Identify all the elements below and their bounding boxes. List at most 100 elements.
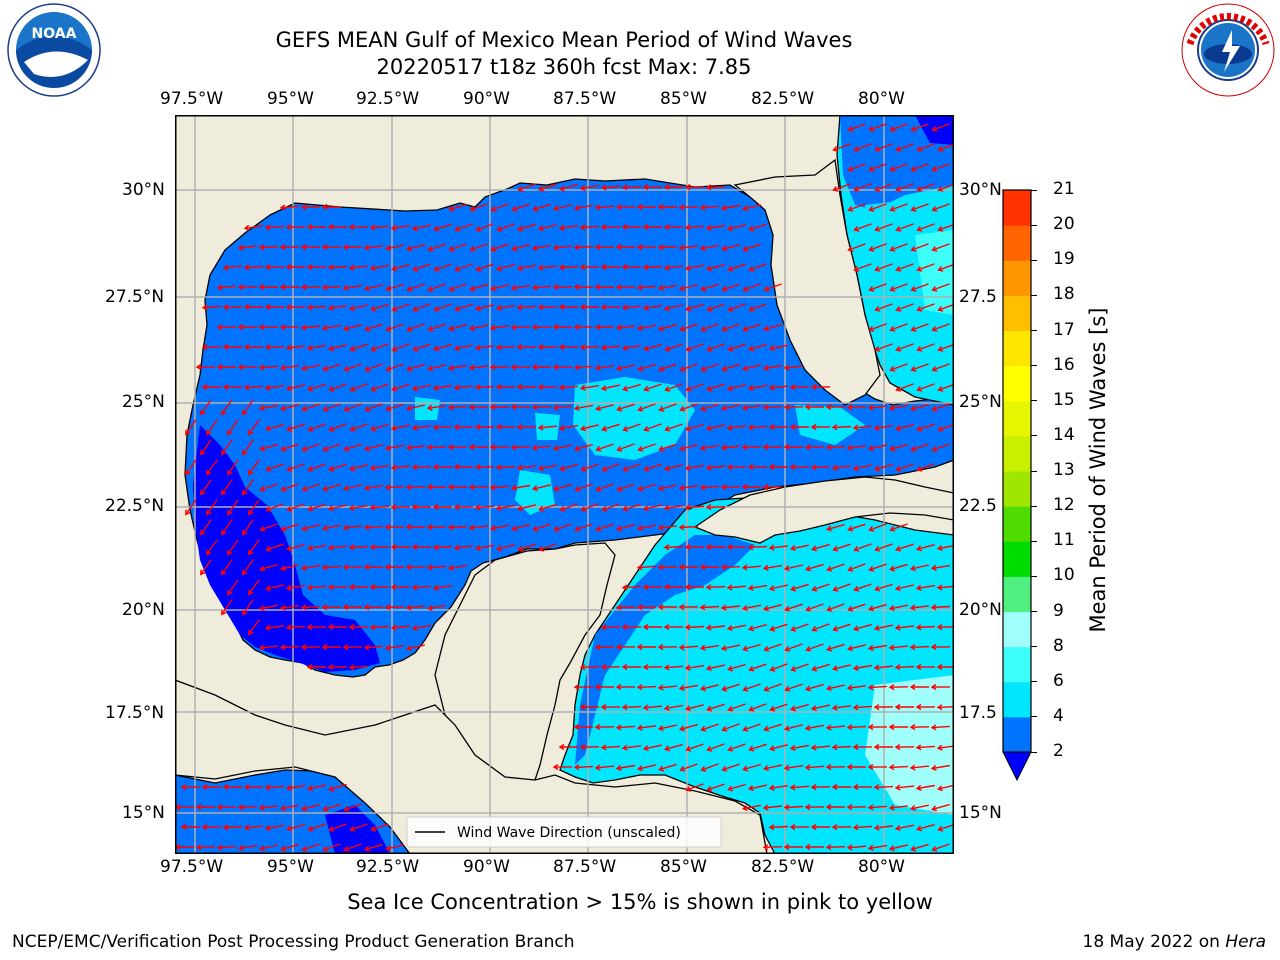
wind-wave-arrow	[426, 604, 446, 612]
wind-wave-arrow	[237, 364, 258, 371]
wind-wave-arrow	[888, 684, 909, 691]
wind-wave-arrow	[516, 344, 537, 351]
wind-wave-arrow	[685, 343, 704, 352]
wind-wave-arrow	[453, 344, 473, 352]
wind-wave-arrow	[889, 123, 908, 132]
wind-wave-arrow	[489, 484, 510, 491]
wind-wave-arrow	[664, 343, 683, 352]
wind-wave-arrow	[615, 364, 635, 372]
wind-wave-arrow	[678, 644, 699, 651]
wind-wave-arrow	[279, 644, 300, 651]
wind-wave-arrow	[264, 303, 284, 311]
wind-wave-arrow	[412, 384, 431, 392]
wind-wave-arrow	[741, 483, 761, 491]
wind-wave-arrow	[637, 403, 656, 412]
wind-wave-arrow	[264, 384, 284, 391]
wind-wave-arrow	[594, 724, 615, 731]
wind-wave-arrow	[489, 284, 509, 292]
wind-wave-arrow	[301, 403, 320, 412]
wind-wave-arrow	[531, 244, 551, 252]
wind-wave-arrow	[874, 223, 893, 232]
wind-wave-arrow	[930, 683, 951, 691]
wind-wave-arrow	[784, 724, 803, 732]
wind-wave-arrow	[810, 704, 830, 712]
wind-wave-arrow	[706, 703, 725, 712]
wind-wave-arrow	[700, 283, 719, 292]
wind-wave-arrow	[517, 183, 536, 192]
sea-ice-caption: Sea Ice Concentration > 15% is shown in …	[347, 890, 933, 914]
wind-wave-arrow	[721, 244, 740, 252]
wind-wave-arrow	[621, 223, 641, 231]
wind-wave-arrow	[243, 824, 263, 831]
colorbar-tick-mark	[1031, 189, 1037, 191]
wind-wave-arrow	[600, 384, 620, 392]
wind-wave-arrow	[553, 523, 572, 532]
wind-wave-arrow	[580, 424, 599, 432]
wind-wave-arrow	[595, 404, 614, 412]
wind-wave-arrow	[322, 843, 341, 852]
wind-wave-arrow	[810, 784, 831, 791]
wind-wave-arrow	[390, 504, 411, 511]
wind-wave-arrow	[742, 323, 761, 332]
wind-wave-arrow	[206, 499, 218, 516]
wind-wave-arrow	[496, 223, 515, 232]
wind-wave-arrow	[852, 783, 873, 791]
wind-wave-arrow	[427, 323, 446, 332]
wind-wave-arrow	[259, 563, 278, 572]
wind-wave-arrow	[762, 364, 783, 371]
wind-wave-arrow	[910, 363, 929, 372]
wind-wave-arrow	[811, 583, 830, 592]
wind-wave-arrow	[447, 524, 468, 531]
wind-wave-arrow	[615, 324, 635, 331]
wind-wave-arrow	[600, 263, 620, 271]
wind-wave-arrow	[621, 584, 642, 591]
wind-wave-arrow	[243, 264, 264, 271]
wind-wave-arrow	[910, 243, 929, 252]
wind-wave-arrow	[873, 824, 893, 831]
wind-wave-arrow	[679, 723, 698, 732]
wind-wave-arrow	[201, 824, 222, 831]
wind-wave-arrow	[286, 544, 305, 552]
wind-wave-arrow	[385, 283, 404, 292]
wind-wave-arrow	[279, 364, 299, 371]
wind-wave-arrow	[916, 544, 935, 552]
caribbean-dark-band	[575, 535, 755, 765]
wind-wave-arrow	[580, 463, 599, 472]
wind-wave-arrow	[831, 824, 852, 831]
wind-wave-arrow	[852, 743, 873, 751]
wind-wave-arrow	[684, 583, 704, 591]
wind-wave-arrow	[385, 323, 404, 332]
colorbar-tick-mark	[1031, 294, 1037, 296]
wind-wave-arrow	[579, 224, 600, 231]
wind-wave-arrow	[369, 624, 390, 631]
wind-wave-arrow	[642, 304, 663, 311]
wind-wave-arrow	[321, 284, 342, 291]
wind-wave-arrow	[783, 443, 803, 451]
wind-wave-arrow	[658, 443, 677, 452]
wind-wave-arrow	[831, 744, 852, 751]
wind-wave-arrow	[657, 564, 678, 571]
wind-wave-arrow	[448, 283, 467, 292]
wind-wave-arrow	[227, 459, 239, 476]
wind-wave-arrow	[280, 483, 299, 492]
wind-wave-arrow	[810, 383, 831, 391]
wind-wave-arrow	[742, 243, 761, 252]
wind-wave-arrow	[825, 844, 846, 851]
wind-wave-arrow	[721, 363, 740, 372]
wind-wave-arrow	[930, 764, 951, 771]
wind-wave-arrow	[663, 583, 683, 591]
wind-wave-arrow	[280, 443, 299, 452]
wind-wave-arrow	[700, 763, 719, 772]
wind-wave-arrow	[328, 423, 347, 432]
wind-wave-arrow	[222, 824, 243, 831]
wind-wave-arrow	[642, 504, 662, 512]
wind-wave-arrow	[574, 483, 593, 492]
wind-wave-arrow	[783, 364, 804, 371]
wind-wave-arrow	[301, 804, 320, 812]
colorbar-tick-label: 16	[1053, 354, 1075, 375]
wind-wave-arrow	[873, 424, 894, 431]
wind-wave-arrow	[916, 183, 935, 192]
wind-wave-arrow	[537, 343, 557, 351]
wind-wave-arrow	[804, 843, 824, 851]
wind-wave-arrows	[175, 123, 954, 852]
